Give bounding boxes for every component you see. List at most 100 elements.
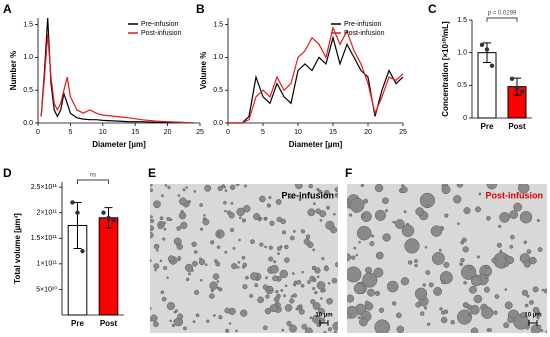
particle xyxy=(259,242,264,247)
particle xyxy=(467,312,471,316)
particle xyxy=(314,290,318,295)
particle xyxy=(291,272,295,275)
particle xyxy=(159,216,164,221)
particle xyxy=(374,319,391,333)
panel-label: F xyxy=(345,166,352,180)
particle xyxy=(237,260,241,264)
particle xyxy=(401,224,415,238)
particle xyxy=(312,302,321,310)
particle xyxy=(310,299,316,305)
particle xyxy=(532,306,540,314)
particle xyxy=(326,205,330,210)
particle xyxy=(224,209,227,213)
particle xyxy=(242,262,248,268)
x-tick-label: 5 xyxy=(261,129,265,136)
particle xyxy=(374,209,386,221)
particle xyxy=(496,242,502,248)
particle xyxy=(213,259,218,263)
particle xyxy=(279,269,288,279)
particle xyxy=(250,239,255,245)
particle xyxy=(228,212,235,219)
particle xyxy=(499,249,503,253)
particle xyxy=(272,275,278,282)
y-tick-label: 1×10¹¹ xyxy=(37,261,58,268)
y-tick-label: 0.5 xyxy=(457,82,467,89)
particle xyxy=(396,325,405,333)
particle xyxy=(307,208,316,217)
particle xyxy=(305,327,313,333)
panel-label: B xyxy=(196,2,205,16)
particle xyxy=(300,283,305,288)
particle xyxy=(529,300,534,305)
particle xyxy=(209,281,218,290)
particle xyxy=(284,257,290,263)
particle xyxy=(309,316,313,320)
particle xyxy=(312,202,316,206)
particle xyxy=(312,277,317,283)
particle xyxy=(295,184,303,190)
particle xyxy=(164,184,168,187)
particle xyxy=(270,264,279,274)
particle xyxy=(180,221,188,229)
particle xyxy=(264,217,268,220)
x-tick-label: Pre xyxy=(71,319,84,328)
particle xyxy=(334,262,338,268)
particle xyxy=(518,184,530,194)
particle xyxy=(478,192,482,196)
particle xyxy=(441,185,451,195)
particle xyxy=(318,307,325,315)
y-tick-label: 1.0 xyxy=(23,54,33,61)
particle xyxy=(238,238,241,242)
particle xyxy=(424,246,428,249)
particle xyxy=(521,289,528,296)
particle xyxy=(280,288,284,292)
particle xyxy=(540,329,544,332)
particle xyxy=(532,286,539,293)
particle xyxy=(216,286,220,290)
y-tick-label: 1.0 xyxy=(457,50,467,57)
particle xyxy=(484,274,489,279)
particle xyxy=(194,289,200,295)
particle xyxy=(253,212,261,221)
particle xyxy=(178,211,187,220)
particle xyxy=(499,212,510,223)
particle xyxy=(264,308,272,315)
particle xyxy=(284,244,289,250)
particle xyxy=(543,288,547,294)
particle xyxy=(486,184,498,190)
particle xyxy=(536,219,540,223)
particle xyxy=(308,184,314,189)
particle xyxy=(394,219,405,229)
particle xyxy=(150,225,155,232)
particle xyxy=(414,263,418,268)
particle xyxy=(433,287,443,296)
particle xyxy=(301,323,308,330)
particle xyxy=(444,213,449,218)
particle xyxy=(347,313,352,319)
particle xyxy=(232,246,236,250)
particle xyxy=(332,321,338,331)
particle xyxy=(360,184,364,188)
particle xyxy=(206,319,210,323)
particle xyxy=(266,203,272,208)
particle xyxy=(199,257,202,261)
particle xyxy=(403,210,407,214)
particle xyxy=(374,184,384,193)
particle xyxy=(237,266,240,269)
particle xyxy=(212,273,220,280)
significance-label: p = 0.0299 xyxy=(488,11,517,17)
particle xyxy=(460,264,477,280)
particle xyxy=(503,322,510,329)
particle xyxy=(453,195,462,204)
y-tick-label: 0.0 xyxy=(213,120,223,127)
particle xyxy=(286,320,292,327)
particle xyxy=(358,240,361,244)
data-point xyxy=(70,200,75,205)
particle xyxy=(292,293,297,298)
particle xyxy=(298,304,303,309)
particle xyxy=(353,282,366,295)
particle xyxy=(438,248,442,252)
particle xyxy=(321,288,326,293)
particle xyxy=(301,270,304,274)
particle xyxy=(230,201,234,205)
